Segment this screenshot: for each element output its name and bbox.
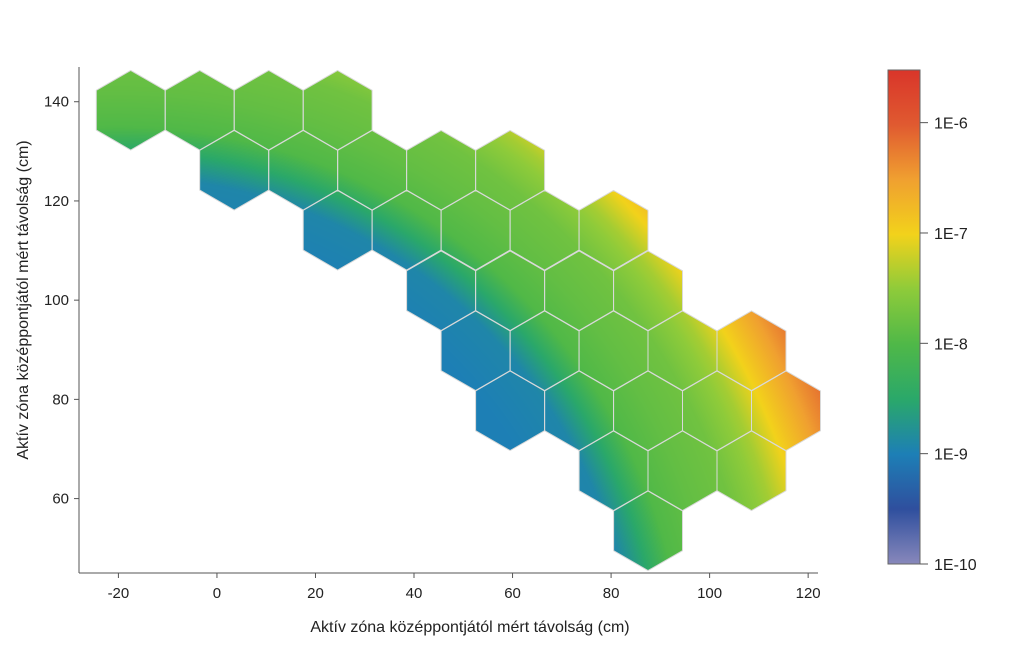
colorbar: 1E-6 1E-7 1E-8 1E-9 1E-10: [887, 69, 977, 574]
y-tick-label: 100: [44, 292, 69, 309]
x-axis-label: Aktív zóna középpontjától mért távolság …: [310, 619, 629, 636]
y-tick-label: 60: [52, 491, 69, 508]
colorbar-gradient: [887, 69, 921, 565]
hex-cell: [716, 430, 787, 512]
y-tick-label: 80: [52, 391, 69, 408]
axes: -20 0 20 40 60 80 100 120 60 80 100 120 140 Aktív z…: [15, 67, 821, 636]
colorbar-tick-label: 1E-7: [934, 226, 968, 243]
hex-cell: [578, 189, 649, 271]
x-tick-label: 40: [406, 585, 423, 602]
hex-cell-outlines: [95, 69, 821, 572]
x-tick-label: 120: [796, 585, 821, 602]
x-tick-label: 0: [213, 585, 221, 602]
colorbar-tick-label: 1E-10: [934, 557, 977, 574]
y-tick-label: 120: [44, 193, 69, 210]
colorbar-tick-label: 1E-9: [934, 447, 968, 464]
x-tick-label: 80: [603, 585, 620, 602]
x-tick-label: 100: [697, 585, 722, 602]
y-axis-label: Aktív zóna középpontjától mért távolság …: [15, 140, 32, 459]
y-tick-label: 140: [44, 94, 69, 111]
x-axis-ticks: -20 0 20 40 60 80 100 120: [108, 573, 821, 602]
y-axis-ticks: 60 80 100 120 140: [44, 94, 79, 508]
x-tick-label: 60: [504, 585, 521, 602]
colorbar-tick-label: 1E-8: [934, 336, 968, 353]
colorbar-tick-label: 1E-6: [934, 116, 968, 133]
x-tick-label: -20: [108, 585, 130, 602]
x-tick-label: 20: [307, 585, 324, 602]
colorbar-ticks: 1E-6 1E-7 1E-8 1E-9 1E-10: [920, 116, 977, 574]
hex-cell: [613, 490, 683, 572]
